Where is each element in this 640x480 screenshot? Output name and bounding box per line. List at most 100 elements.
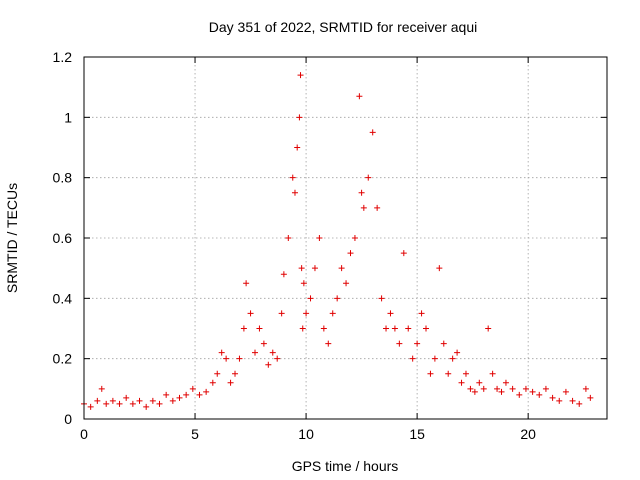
data-point [549,394,556,401]
data-point [265,361,272,368]
data-point [516,391,523,398]
data-point [556,397,563,404]
data-point [476,379,483,386]
data-point [143,403,150,410]
data-point [269,349,276,356]
data-point [347,250,354,257]
data-point [480,385,487,392]
x-axis-title: GPS time / hours [292,458,399,474]
data-point [256,325,263,332]
data-point [223,355,230,362]
data-point [209,379,216,386]
data-point [227,379,234,386]
data-point [396,340,403,347]
data-point [431,355,438,362]
data-point [103,400,110,407]
x-tick-label: 20 [520,426,536,442]
data-point [232,370,239,377]
data-point [387,310,394,317]
data-point [587,394,594,401]
data-point [494,385,501,392]
data-point [94,397,101,404]
data-point [136,397,143,404]
data-point [462,370,469,377]
data-point [542,385,549,392]
data-point [294,144,301,151]
data-point [87,403,94,410]
data-point [285,235,292,241]
data-points [81,72,594,410]
y-tick-label: 0.6 [53,230,73,246]
data-point [582,385,589,392]
data-point [471,388,478,395]
data-point [129,400,136,407]
data-point [149,397,156,404]
data-point [414,340,421,347]
data-point [98,385,105,392]
data-point [360,204,367,211]
data-point [176,394,183,401]
data-point [329,310,336,317]
data-point [440,340,447,347]
data-point [196,391,203,398]
data-point [203,388,210,395]
data-point [243,280,250,287]
data-point [163,391,170,398]
data-point [458,379,465,386]
data-point [509,385,516,392]
y-tick-label: 0.2 [53,351,73,367]
data-point [485,325,492,332]
axis-ticks: 0 5 10 15 20 0 0.2 0.4 0.6 0.8 1 1.2 [53,49,607,442]
data-point [247,310,254,317]
x-tick-label: 10 [298,426,314,442]
data-point [169,397,176,404]
data-point [240,325,247,332]
data-point [218,349,225,356]
data-point [449,355,456,362]
data-point [183,391,190,398]
data-point [409,355,416,362]
data-point [418,310,425,317]
data-point [109,397,116,404]
data-point [427,370,434,377]
data-point [316,235,323,241]
data-point [576,400,583,407]
data-point [116,400,123,407]
data-point [300,280,307,287]
data-point [529,388,536,395]
data-point [156,400,163,407]
data-point [536,391,543,398]
data-point [423,325,430,332]
data-point [351,235,358,241]
data-point [320,325,327,332]
x-tick-label: 15 [409,426,425,442]
data-point [374,204,381,211]
data-point [325,340,332,347]
y-tick-label: 0.8 [53,170,73,186]
data-point [297,72,304,79]
data-point [296,114,303,121]
data-point [365,174,372,181]
data-point [274,355,281,362]
data-point [299,325,306,332]
data-point [338,265,345,272]
data-point [311,265,318,272]
data-point [522,385,529,392]
data-point [391,325,398,332]
x-tick-label: 5 [191,426,199,442]
x-tick-label: 0 [80,426,88,442]
data-point [369,129,376,136]
data-point [502,379,509,386]
data-point [303,310,310,317]
data-point [236,355,243,362]
data-point [356,93,363,100]
data-point [123,394,130,401]
data-point [260,340,267,347]
chart-title: Day 351 of 2022, SRMTID for receiver aqu… [209,19,477,35]
data-point [280,271,287,278]
data-point [445,370,452,377]
y-axis-title: SRMTID / TECUs [4,183,20,293]
data-point [278,310,285,317]
data-point [405,325,412,332]
data-point [291,189,298,196]
